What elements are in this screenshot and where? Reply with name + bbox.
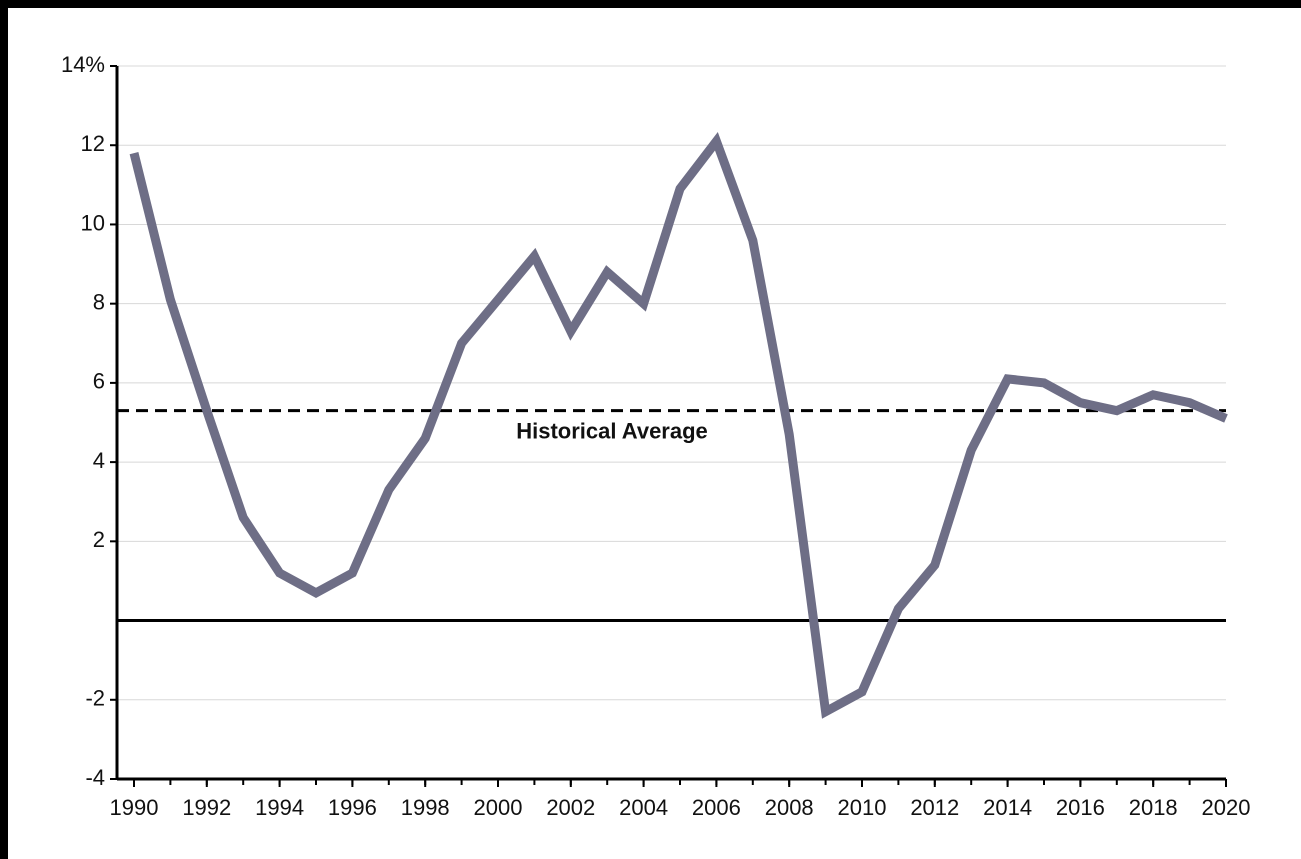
x-tick-label: 2002 [546,795,595,820]
x-tick-label: 2014 [983,795,1032,820]
y-tick-label: 10 [81,210,105,235]
x-tick-label: 2016 [1056,795,1105,820]
x-tick-label: 2004 [619,795,668,820]
y-tick-label: 8 [93,289,105,314]
data-line [129,132,1228,719]
x-tick-label: 2020 [1202,795,1251,820]
x-tick-label: 2008 [765,795,814,820]
y-tick-label: 14% [61,52,105,77]
y-tick-label: 4 [93,448,105,473]
x-tick-label: 1992 [182,795,231,820]
x-tick-label: 1990 [110,795,159,820]
x-tick-label: 2000 [474,795,523,820]
x-tick-label: 2010 [838,795,887,820]
y-tick-label: 2 [93,527,105,552]
y-tick-label: -2 [85,686,105,711]
x-tick-label: 1998 [401,795,450,820]
y-tick-label: 12 [81,131,105,156]
annotation-label: Historical Average [516,418,708,443]
chart-background [8,8,1301,859]
x-tick-label: 2012 [910,795,959,820]
x-tick-label: 1996 [328,795,377,820]
x-tick-label: 2018 [1129,795,1178,820]
y-tick-label: 6 [93,369,105,394]
y-tick-label: -4 [85,765,105,790]
x-tick-label: 2006 [692,795,741,820]
x-tick-label: 1994 [255,795,304,820]
